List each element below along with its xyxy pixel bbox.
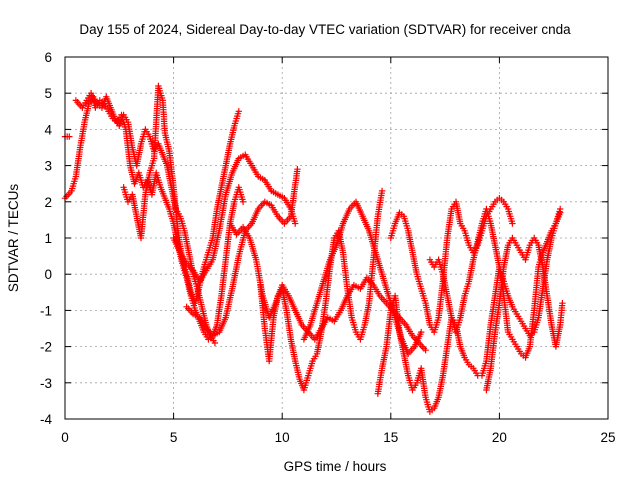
y-tick-label: 4 (44, 122, 52, 137)
x-tick-label: 25 (600, 430, 615, 445)
data-point-markers (120, 82, 242, 307)
data-point-markers (374, 209, 564, 415)
y-tick-label: 5 (44, 86, 52, 101)
y-tick-label: -2 (40, 340, 52, 355)
data-point-markers (426, 205, 564, 339)
data-series (120, 82, 242, 307)
data-point-markers (170, 151, 299, 285)
data-series (426, 205, 564, 339)
y-tick-label: 0 (44, 267, 52, 282)
y-tick-label: 6 (44, 50, 52, 65)
y-tick-label: 1 (44, 231, 52, 246)
y-tick-label: 2 (44, 195, 52, 210)
data-point-markers (483, 234, 566, 394)
tick-group: 0 5 10 15 20 25 -4 -3 -2 -1 0 1 2 3 4 5 6 (40, 50, 616, 445)
series-group (61, 82, 566, 415)
x-axis-label: GPS time / hours (284, 459, 387, 474)
data-series (72, 90, 247, 343)
x-tick-label: 10 (275, 430, 290, 445)
data-point-markers (72, 90, 247, 343)
y-axis-label: SDTVAR / TECUs (6, 184, 21, 293)
data-series (257, 187, 386, 394)
data-series (170, 151, 299, 285)
y-tick-label: -4 (40, 412, 52, 427)
x-tick-label: 20 (492, 430, 507, 445)
data-series (374, 209, 564, 415)
y-tick-label: -1 (40, 303, 52, 318)
chart-title: Day 155 of 2024, Sidereal Day-to-day VTE… (79, 22, 571, 37)
y-tick-label: -3 (40, 376, 52, 391)
x-tick-label: 5 (170, 430, 178, 445)
data-series (483, 234, 566, 394)
x-tick-label: 15 (383, 430, 398, 445)
data-point-markers (257, 187, 386, 394)
y-tick-label: 3 (44, 159, 52, 174)
x-tick-label: 0 (61, 430, 69, 445)
